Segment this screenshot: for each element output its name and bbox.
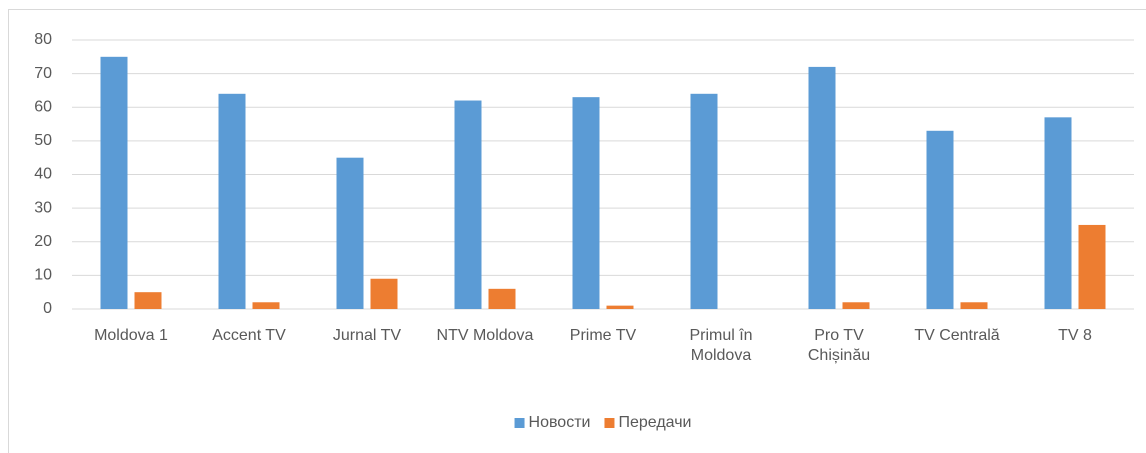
x-tick-label: Jurnal TV	[332, 327, 402, 344]
x-tick-label: TV Centrală	[914, 327, 1000, 344]
bar	[100, 56, 128, 309]
y-tick-label: 70	[34, 65, 52, 82]
legend-label: Передачи	[618, 414, 691, 431]
legend-swatch	[604, 418, 615, 428]
x-tick-label: Pro TV Chișinău	[807, 327, 871, 364]
y-tick-label: 40	[34, 166, 52, 183]
bar	[218, 93, 246, 309]
bar	[252, 302, 280, 309]
bar	[370, 278, 398, 309]
legend-swatch	[514, 418, 525, 428]
y-tick-label: 0	[43, 300, 52, 317]
x-tick-label: Primul în Moldova	[689, 327, 753, 364]
bar	[454, 100, 482, 310]
bar	[488, 288, 516, 309]
bar	[336, 157, 364, 309]
x-tick-label: Moldova 1	[94, 327, 168, 344]
bar	[690, 93, 718, 309]
y-tick-label: 20	[34, 233, 52, 250]
bar	[842, 302, 870, 309]
y-tick-label: 30	[34, 199, 52, 216]
x-tick-label: NTV Moldova	[436, 327, 534, 344]
x-tick-label: Prime TV	[569, 327, 637, 344]
bar	[960, 302, 988, 309]
chart-border	[8, 9, 1146, 453]
x-tick-label: Accent TV	[212, 327, 286, 344]
y-tick-label: 60	[34, 98, 52, 115]
y-tick-label: 10	[34, 267, 52, 284]
bar	[134, 292, 162, 309]
legend-label: Новости	[529, 414, 591, 431]
x-tick-label: TV 8	[1058, 327, 1092, 344]
bar	[1078, 224, 1106, 309]
bar	[926, 130, 954, 309]
bar	[572, 97, 600, 309]
bar	[1044, 117, 1072, 310]
y-tick-label: 80	[34, 31, 52, 48]
bar	[606, 305, 634, 309]
y-tick-label: 50	[34, 132, 52, 149]
bar	[808, 66, 836, 310]
